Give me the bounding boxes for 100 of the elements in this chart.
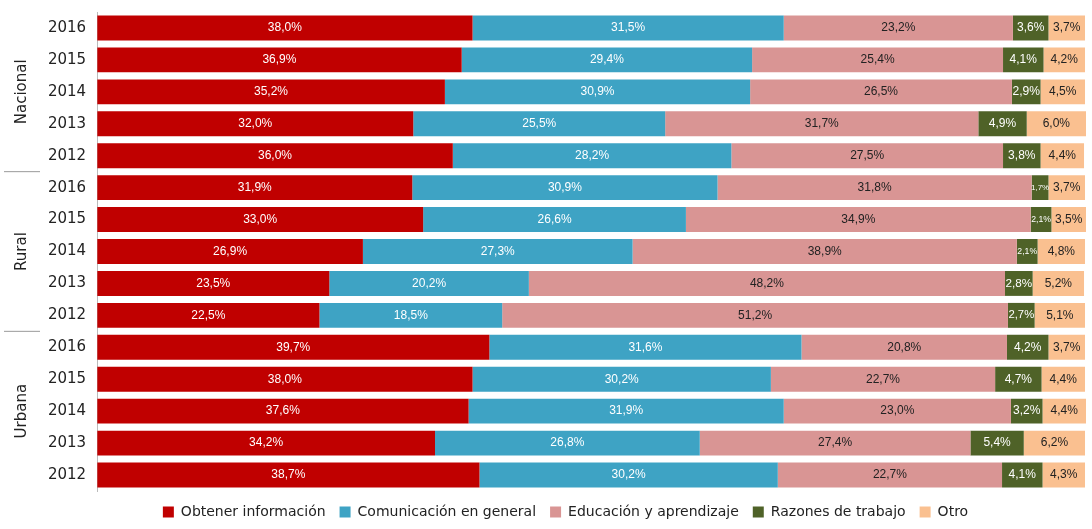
bar: [412, 175, 718, 201]
data-label: 48,2%: [749, 275, 785, 290]
bar: [435, 430, 700, 456]
y-tick-label: 2014: [47, 241, 87, 260]
data-label: 22,7%: [865, 371, 901, 386]
data-label: 33,0%: [243, 211, 278, 226]
data-label: 5,4%: [983, 435, 1012, 450]
data-label: 30,9%: [547, 179, 583, 194]
bar: [1023, 430, 1086, 456]
data-label: 34,2%: [249, 435, 284, 450]
bar: [97, 366, 473, 392]
bar: [97, 398, 469, 424]
data-label: 20,8%: [887, 339, 922, 354]
data-label: 4,2%: [1014, 339, 1042, 354]
bar: [97, 47, 462, 73]
data-label: 4,1%: [1008, 467, 1037, 482]
bar: [783, 15, 1013, 41]
bar: [97, 79, 445, 105]
bar: [489, 334, 802, 360]
data-label: 23,0%: [880, 403, 915, 418]
bar: [783, 398, 1011, 424]
data-label: 34,9%: [841, 211, 876, 226]
data-label: 3,8%: [1008, 148, 1036, 163]
bar: [770, 366, 996, 392]
data-label: 4,9%: [988, 116, 1017, 131]
bar: [801, 334, 1007, 360]
data-label: 5,1%: [1046, 307, 1074, 322]
data-label: 18,5%: [393, 307, 429, 322]
data-label: 36,9%: [262, 52, 297, 67]
bar: [444, 79, 751, 105]
data-label: 26,5%: [864, 84, 899, 99]
data-label: 31,7%: [804, 116, 840, 131]
data-label: 31,6%: [628, 339, 663, 354]
bar: [717, 175, 1032, 201]
bar: [472, 366, 771, 392]
data-label: 22,7%: [872, 467, 908, 482]
bar: [777, 462, 1003, 488]
bar: [329, 270, 529, 296]
data-label: 6,2%: [1040, 435, 1069, 450]
legend-label: Razones de trabajo: [770, 502, 906, 519]
y-tick-label: 2013: [47, 273, 87, 292]
bar: [97, 15, 473, 41]
data-label: 38,9%: [807, 243, 843, 258]
data-label: 26,6%: [537, 211, 572, 226]
data-label: 20,2%: [412, 275, 447, 290]
legend-label: Educación y aprendizaje: [568, 502, 739, 519]
data-label: 30,9%: [580, 84, 615, 99]
data-label: 30,2%: [611, 467, 646, 482]
legend-label: Otro: [937, 502, 969, 519]
data-label: 23,2%: [881, 20, 916, 35]
data-label: 3,5%: [1055, 211, 1083, 226]
bar: [97, 302, 320, 328]
bar: [528, 270, 1005, 296]
data-label: 3,6%: [1017, 20, 1045, 35]
bar: [995, 366, 1042, 392]
bar: [479, 462, 778, 488]
data-label: 32,0%: [238, 116, 273, 131]
data-label: 35,2%: [254, 84, 289, 99]
data-label: 27,4%: [818, 435, 853, 450]
data-label: 31,9%: [237, 179, 273, 194]
text: Nacional: [11, 59, 30, 125]
data-label: 28,2%: [575, 148, 610, 163]
bar: [665, 111, 979, 137]
y-tick-label: 2014: [47, 401, 87, 420]
bar: [970, 430, 1024, 456]
bar: [685, 207, 1031, 233]
data-label: 2,8%: [1005, 275, 1033, 289]
bar: [97, 143, 453, 169]
y-tick-label: 2012: [47, 464, 87, 483]
bar: [472, 15, 784, 41]
y-tick-label: 2016: [47, 177, 87, 196]
bar: [97, 270, 330, 296]
data-label: 38,0%: [267, 20, 303, 35]
data-label: 31,9%: [609, 403, 644, 418]
data-label: 4,4%: [1049, 371, 1078, 386]
bar: [362, 239, 633, 264]
data-label: 31,8%: [857, 179, 892, 194]
data-label: 4,3%: [1050, 467, 1078, 482]
text: Rural: [11, 232, 30, 271]
y-tick-label: 2013: [47, 432, 87, 451]
data-label: 37,6%: [265, 403, 301, 418]
data-label: 38,0%: [267, 371, 303, 386]
data-label: 2,1%: [1017, 245, 1038, 256]
data-label: 4,1%: [1009, 52, 1038, 67]
bar: [97, 462, 480, 488]
data-label: 3,2%: [1013, 403, 1041, 418]
bar: [731, 143, 1004, 169]
data-label: 26,9%: [213, 243, 248, 258]
legend-label: Comunicación en general: [357, 502, 537, 519]
data-label: 23,5%: [196, 275, 231, 290]
data-label: 51,2%: [738, 307, 773, 322]
data-label: 4,2%: [1050, 52, 1079, 67]
data-label: 3,7%: [1053, 339, 1081, 354]
data-label: 31,5%: [611, 20, 646, 35]
data-label: 27,5%: [850, 148, 885, 163]
data-label: 3,7%: [1053, 20, 1081, 35]
data-label: 26,8%: [550, 435, 585, 450]
bar: [452, 143, 732, 169]
bar: [97, 175, 413, 201]
y-tick-label: 2012: [47, 145, 87, 164]
